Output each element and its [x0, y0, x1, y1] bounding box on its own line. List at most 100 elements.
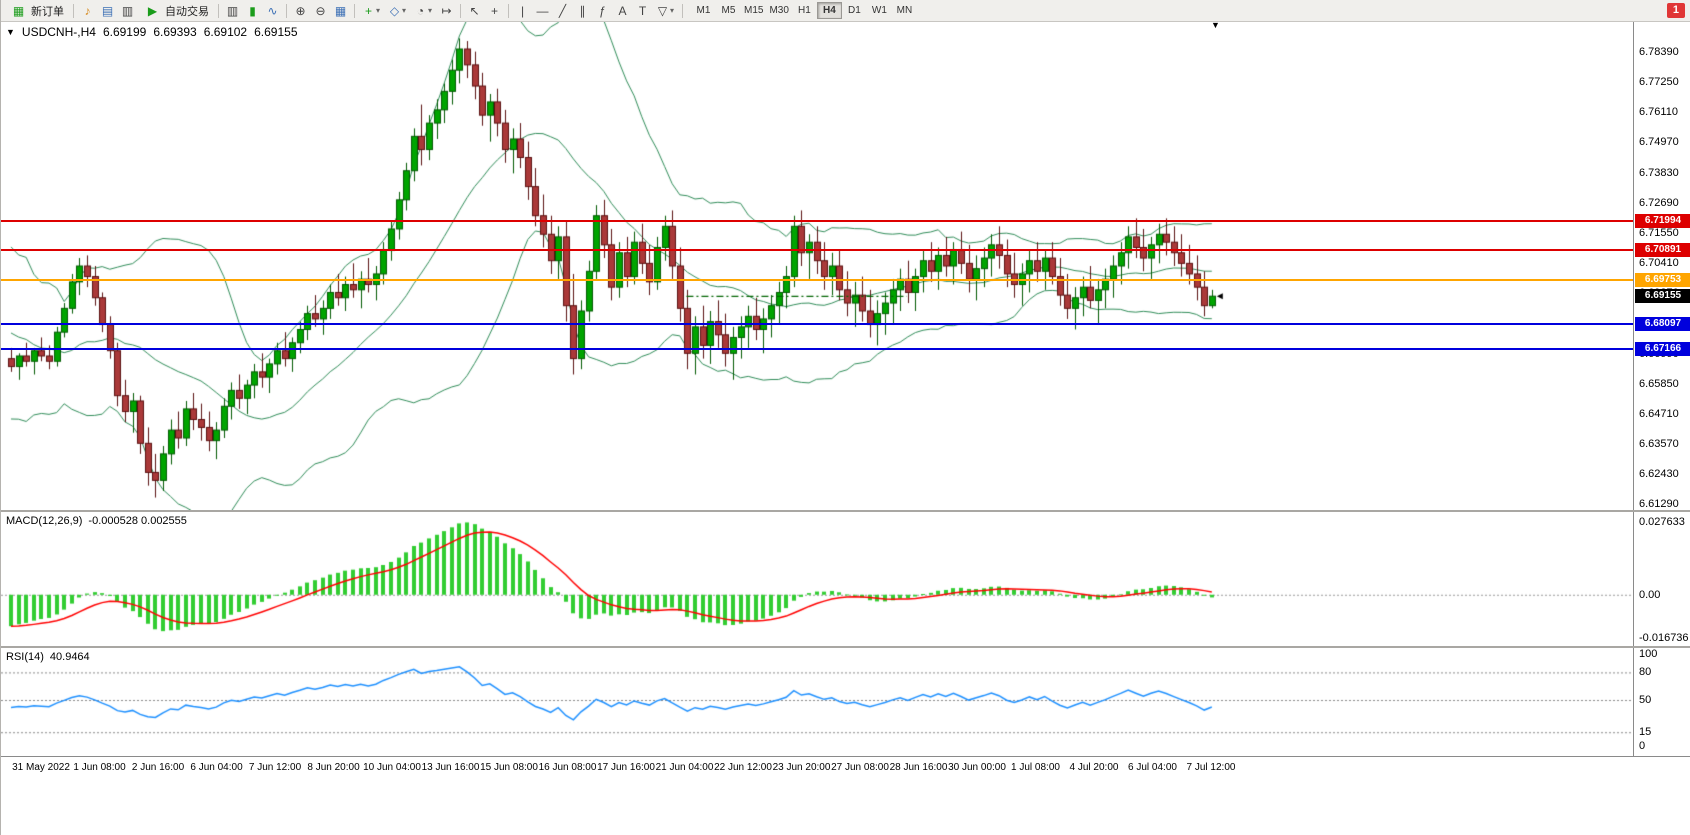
arrows-icon[interactable]: ▽ — [657, 3, 668, 18]
macd-label: MACD(12,26,9) -0.000528 0.002555 — [6, 515, 187, 527]
arrows-dropdown-icon[interactable]: ▾ — [670, 6, 675, 15]
macd-name: MACD(12,26,9) — [6, 515, 83, 527]
time-axis-label: 4 Jul 20:00 — [1069, 762, 1119, 773]
trendline-icon[interactable]: ╱ — [558, 3, 567, 18]
terminal-icon[interactable]: ▥ — [121, 3, 134, 18]
price-axis-label: 6.78390 — [1639, 45, 1679, 58]
timeframe-button-d1[interactable]: D1 — [848, 5, 861, 16]
price-axis-label: 6.71550 — [1639, 226, 1679, 239]
objects-dropdown-icon[interactable]: ▾ — [402, 6, 407, 15]
price-chart-panel: ▼ USDCNH-,H4 6.69199 6.69393 6.69102 6.6… — [1, 22, 1690, 510]
ohlc-low: 6.69102 — [203, 25, 248, 39]
time-axis-label: 28 Jun 16:00 — [889, 762, 948, 773]
channel-icon[interactable]: ∥ — [579, 3, 586, 18]
auto-trading-play-icon: ▶ — [147, 3, 158, 18]
timeframe-button-m1[interactable]: M1 — [696, 5, 711, 16]
price-axis-label: 6.72690 — [1639, 196, 1679, 209]
chart-shift-icon[interactable]: ↦ — [441, 3, 452, 18]
timeframe-button-m5[interactable]: M5 — [721, 5, 736, 16]
time-axis-label: 2 Jun 16:00 — [131, 762, 185, 773]
macd-axis-label: 0.00 — [1639, 588, 1661, 601]
time-axis-label: 31 May 2022 — [12, 762, 70, 773]
timeframe-button-mn[interactable]: MN — [896, 5, 913, 16]
price-level-badge: 6.70891 — [1635, 243, 1690, 258]
toolbar-separator — [682, 3, 683, 18]
auto-trading-button[interactable]: ▶ 自动交易 — [138, 2, 214, 20]
toolbar: ▦ 新订单 ♪ ▤ ▥ ▶ 自动交易 ▥ ▮ ∿ ⊕ ⊖ ▦ + ▾ ◇ ▾ ◔… — [1, 0, 1690, 22]
periods-dropdown-icon[interactable]: ▾ — [428, 6, 433, 15]
horizontal-level-line[interactable] — [1, 347, 1633, 350]
time-axis-label: 21 Jun 04:00 — [655, 762, 714, 773]
text-icon[interactable]: A — [618, 3, 627, 18]
timeframe-button-h4[interactable]: H4 — [816, 2, 842, 19]
chart-shift-marker-icon[interactable]: ▼ — [1211, 22, 1220, 30]
timeframe-button-m30[interactable]: M30 — [769, 5, 789, 16]
new-order-icon: ▦ — [12, 3, 25, 18]
price-axis-label: 6.65850 — [1639, 377, 1679, 390]
crosshair-icon[interactable]: + — [490, 3, 498, 18]
horizontal-level-line[interactable] — [1, 279, 1633, 282]
bar-chart-icon[interactable]: ▥ — [226, 3, 239, 18]
rsi-axis[interactable]: 100 80 50 15 0 — [1633, 648, 1690, 756]
fibonacci-icon[interactable]: ƒ — [599, 3, 606, 18]
price-level-badge: 6.71994 — [1635, 214, 1690, 229]
horizontal-level-line[interactable] — [1, 249, 1633, 252]
auto-trading-label: 自动交易 — [165, 5, 209, 18]
symbol-dropdown-icon[interactable]: ▼ — [6, 27, 15, 37]
time-axis-label: 27 Jun 08:00 — [831, 762, 889, 773]
rsi-chart-canvas[interactable] — [1, 648, 1633, 756]
macd-axis-label: -0.016736 — [1639, 632, 1689, 644]
price-axis-label: 6.77250 — [1639, 76, 1679, 89]
time-axis-label: 8 Jun 20:00 — [307, 762, 360, 773]
panel-separator[interactable] — [1, 510, 1690, 512]
rsi-name: RSI(14) — [6, 651, 44, 663]
price-level-badge: 6.69155 — [1635, 289, 1690, 304]
horizontal-level-line[interactable] — [1, 323, 1633, 326]
macd-axis[interactable]: 0.027633 0.00 -0.016736 — [1633, 512, 1690, 646]
cursor-icon[interactable]: ↖ — [469, 3, 480, 18]
indicators-dropdown-icon[interactable]: ▾ — [376, 6, 381, 15]
macd-panel: MACD(12,26,9) -0.000528 0.002555 0.02763… — [1, 512, 1690, 646]
candlestick-chart-icon[interactable]: ▮ — [249, 3, 256, 18]
price-axis-label: 6.70410 — [1639, 257, 1679, 270]
macd-chart-canvas[interactable] — [1, 512, 1633, 646]
toolbar-separator — [508, 3, 509, 18]
timeframe-button-m15[interactable]: M15 — [744, 5, 764, 16]
profiles-icon[interactable]: ▤ — [101, 3, 114, 18]
periods-icon[interactable]: ◔ — [416, 3, 425, 18]
vertical-line-icon[interactable]: | — [520, 3, 525, 18]
price-level-badge: 6.68097 — [1635, 317, 1690, 332]
candlestick-chart-canvas[interactable] — [1, 22, 1633, 510]
new-order-label: 新订单 — [31, 5, 64, 18]
indicators-icon[interactable]: + — [364, 3, 372, 18]
objects-icon[interactable]: ◇ — [389, 3, 400, 18]
rsi-value: 40.9464 — [49, 651, 90, 663]
horizontal-level-line[interactable] — [1, 220, 1633, 223]
rsi-axis-label: 100 — [1639, 648, 1658, 660]
timeframe-button-h1[interactable]: H1 — [798, 5, 811, 16]
sound-icon[interactable]: ♪ — [84, 3, 91, 18]
rsi-axis-label: 50 — [1639, 694, 1652, 706]
timeframe-button-w1[interactable]: W1 — [871, 5, 887, 16]
time-axis[interactable]: 31 May 2022 1 Jun 08:00 2 Jun 16:00 6 Jun 0… — [1, 756, 1690, 778]
zoom-in-icon[interactable]: ⊕ — [295, 3, 306, 18]
macd-axis-label: 0.027633 — [1639, 516, 1685, 529]
price-axis[interactable]: 6.78390 6.77250 6.76110 6.74970 6.73830 6.726… — [1633, 22, 1690, 510]
time-axis-label: 10 Jun 04:00 — [363, 762, 421, 773]
notification-badge[interactable]: 1 — [1666, 3, 1685, 18]
symbol-period-label: USDCNH-,H4 — [21, 25, 96, 39]
toolbar-separator — [286, 3, 287, 18]
time-axis-label: 7 Jun 12:00 — [248, 762, 302, 773]
ohlc-close: 6.69155 — [254, 25, 298, 39]
zoom-out-icon[interactable]: ⊖ — [315, 3, 326, 18]
tile-windows-icon[interactable]: ▦ — [334, 3, 347, 18]
horizontal-line-icon[interactable]: — — [536, 3, 549, 18]
ohlc-high: 6.69393 — [153, 25, 197, 39]
text-label-icon[interactable]: T — [638, 3, 647, 18]
price-axis-label: 6.76110 — [1639, 106, 1678, 119]
line-chart-icon[interactable]: ∿ — [267, 3, 278, 18]
panel-separator[interactable] — [1, 646, 1690, 648]
toolbar-separator — [460, 3, 461, 18]
toolbar-separator — [354, 3, 355, 18]
new-order-button[interactable]: ▦ 新订单 — [4, 2, 69, 20]
